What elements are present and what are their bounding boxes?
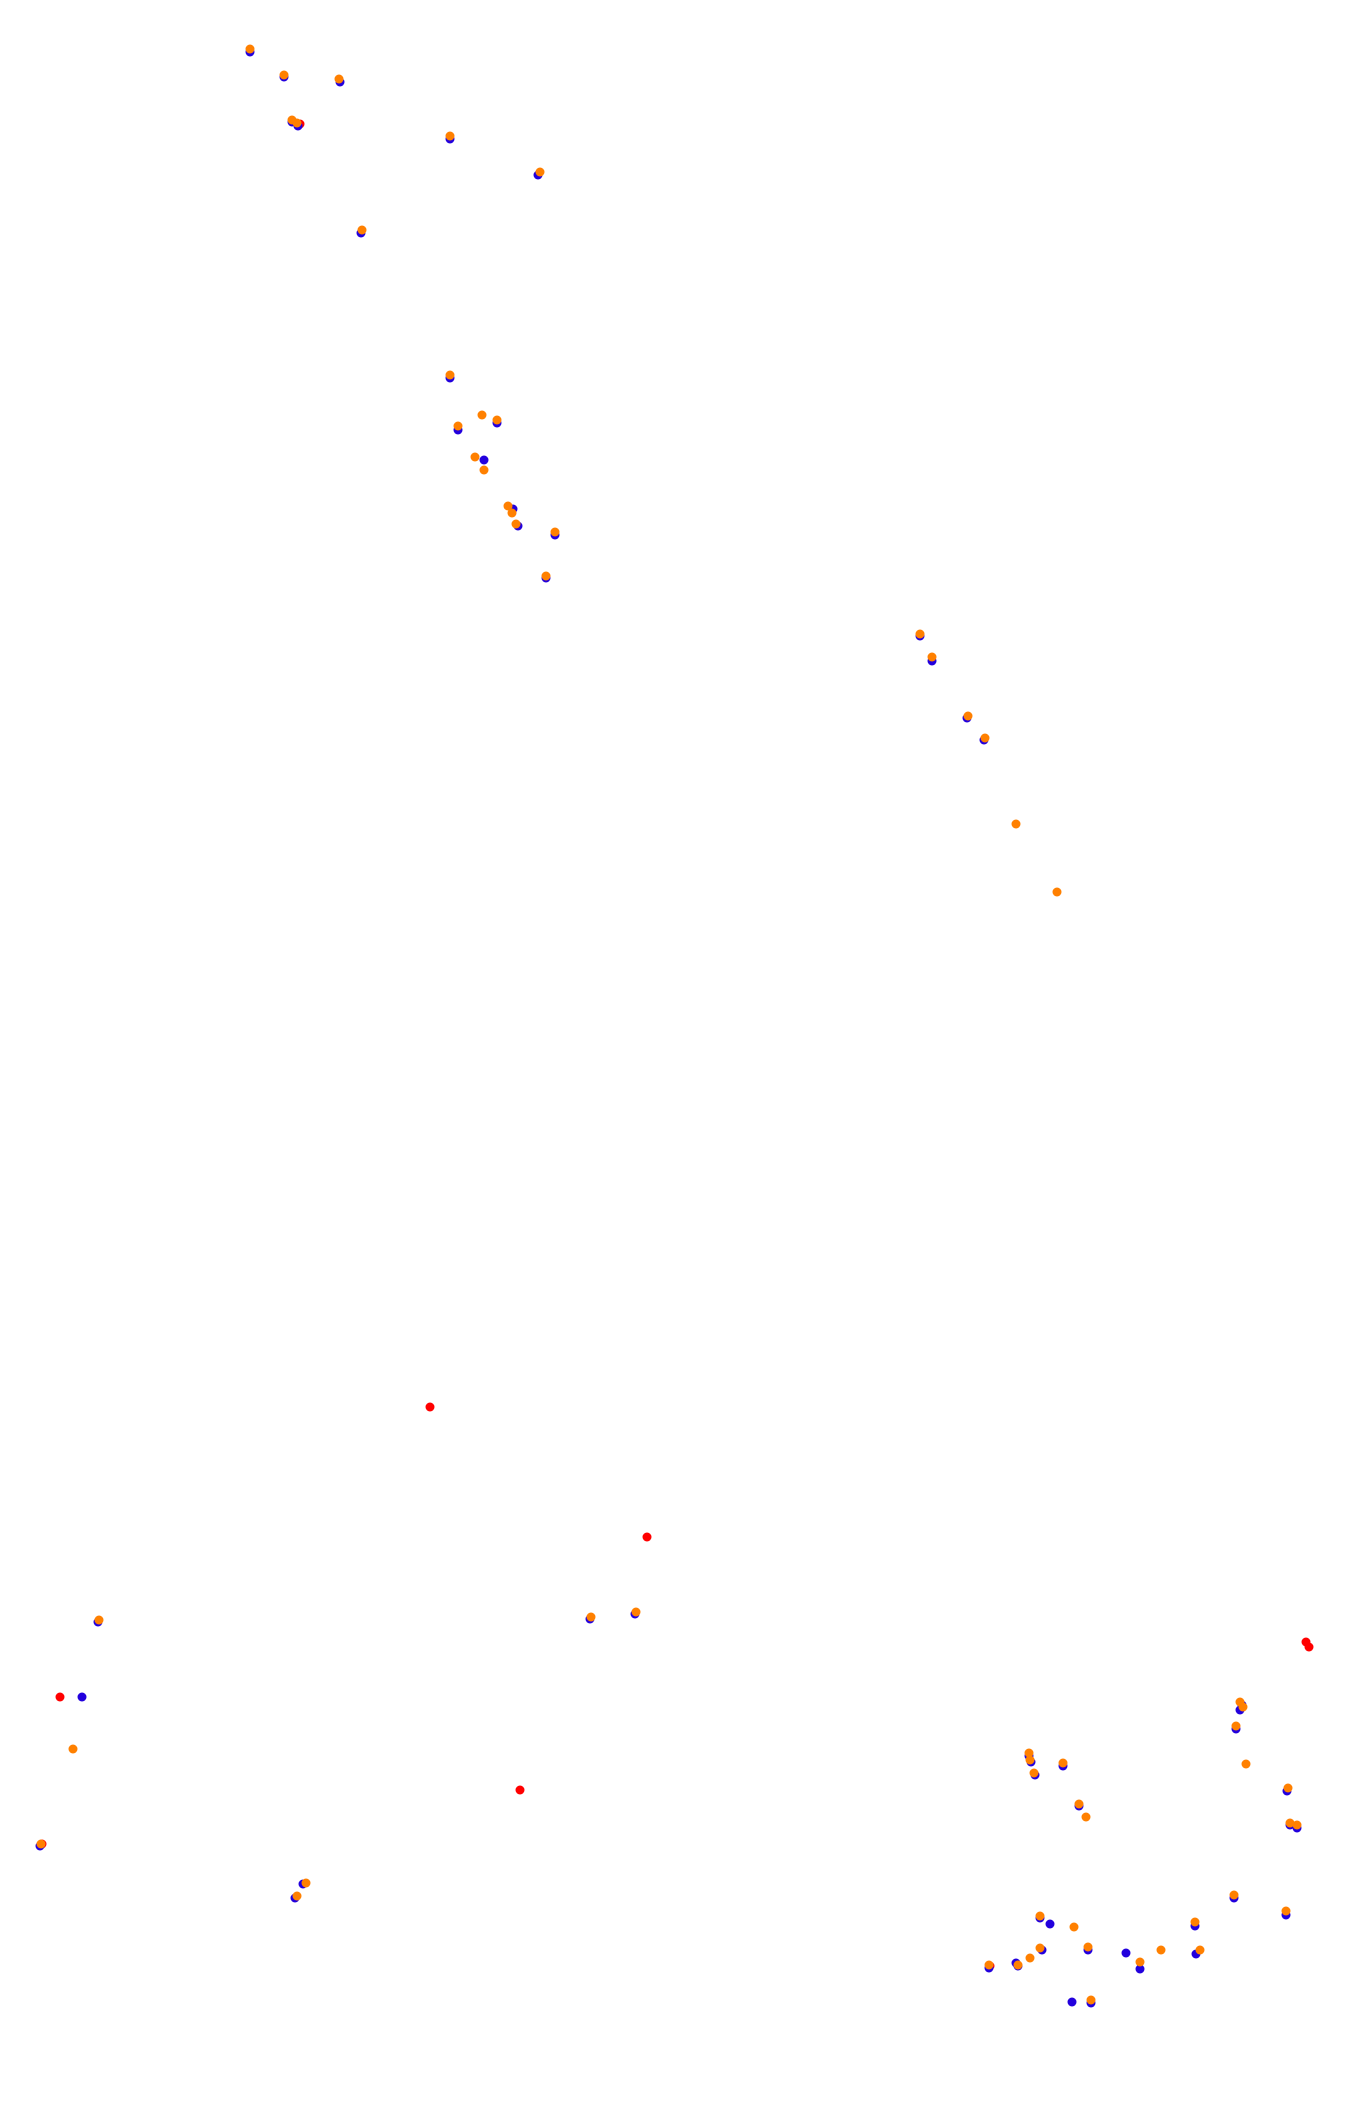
data-point-orange-46 xyxy=(1156,1945,1166,1955)
data-point-orange-36 xyxy=(1074,1799,1084,1809)
data-point-orange-42 xyxy=(1035,1943,1045,1953)
data-point-orange-5 xyxy=(445,131,455,141)
data-point-orange-28 xyxy=(586,1612,596,1622)
data-points-layer xyxy=(35,44,1314,2008)
data-point-orange-57 xyxy=(984,1960,994,1970)
data-point-blue-11 xyxy=(479,455,489,465)
data-point-orange-26 xyxy=(68,1744,78,1754)
data-point-orange-49 xyxy=(1229,1890,1239,1900)
data-point-orange-39 xyxy=(1069,1922,1079,1932)
data-point-orange-19 xyxy=(915,629,925,639)
data-point-orange-25 xyxy=(94,1615,104,1625)
data-point-orange-2 xyxy=(334,74,344,84)
data-point-blue-39 xyxy=(1121,1948,1131,1958)
data-point-orange-34 xyxy=(1029,1768,1039,1778)
data-point-orange-8 xyxy=(445,370,455,380)
data-point-orange-16 xyxy=(511,519,521,529)
data-point-orange-47 xyxy=(1195,1945,1205,1955)
data-point-orange-6 xyxy=(535,167,545,177)
data-point-orange-58 xyxy=(1281,1906,1291,1916)
data-point-orange-37 xyxy=(1081,1812,1091,1822)
data-point-orange-35 xyxy=(1058,1758,1068,1768)
data-point-orange-22 xyxy=(980,733,990,743)
data-point-blue-21 xyxy=(77,1692,87,1702)
data-point-orange-38 xyxy=(1035,1911,1045,1921)
data-point-orange-45 xyxy=(1086,1995,1096,2005)
data-point-blue-50 xyxy=(1067,1997,1077,2007)
data-point-orange-13 xyxy=(479,465,489,475)
series-orange xyxy=(36,44,1302,2005)
data-point-blue-37 xyxy=(1135,1964,1145,1974)
data-point-red-0 xyxy=(425,1402,435,1412)
data-point-orange-44 xyxy=(1135,1957,1145,1967)
data-point-orange-40 xyxy=(1025,1953,1035,1963)
data-point-red-6 xyxy=(1304,1642,1314,1652)
data-point-orange-53 xyxy=(1231,1721,1241,1731)
data-point-orange-27 xyxy=(36,1839,46,1849)
data-point-orange-11 xyxy=(492,415,502,425)
data-point-orange-4 xyxy=(292,118,302,128)
data-point-orange-0 xyxy=(245,44,255,54)
data-point-red-1 xyxy=(642,1532,652,1542)
data-point-blue-49 xyxy=(1045,1919,1055,1929)
data-point-orange-30 xyxy=(301,1878,311,1888)
data-point-orange-15 xyxy=(507,508,517,518)
data-point-orange-9 xyxy=(453,421,463,431)
data-point-orange-55 xyxy=(1285,1818,1295,1828)
data-point-orange-29 xyxy=(631,1607,641,1617)
data-point-orange-18 xyxy=(541,571,551,581)
data-point-orange-56 xyxy=(1292,1820,1302,1830)
data-point-orange-12 xyxy=(470,452,480,462)
data-point-orange-43 xyxy=(1083,1942,1093,1952)
data-point-orange-52 xyxy=(1238,1702,1248,1712)
data-point-orange-20 xyxy=(927,652,937,662)
data-point-orange-1 xyxy=(279,70,289,80)
data-point-orange-24 xyxy=(1052,887,1062,897)
data-point-orange-50 xyxy=(1241,1759,1251,1769)
data-point-orange-48 xyxy=(1190,1917,1200,1927)
data-point-orange-21 xyxy=(963,711,973,721)
data-point-orange-7 xyxy=(357,225,367,235)
data-point-orange-14 xyxy=(503,501,513,511)
data-point-orange-54 xyxy=(1283,1783,1293,1793)
data-point-orange-41 xyxy=(1013,1960,1023,1970)
data-point-orange-10 xyxy=(477,410,487,420)
data-point-orange-17 xyxy=(550,527,560,537)
data-point-orange-33 xyxy=(1025,1755,1035,1765)
data-point-red-4 xyxy=(515,1785,525,1795)
data-point-orange-23 xyxy=(1011,819,1021,829)
data-point-orange-31 xyxy=(292,1891,302,1901)
data-point-red-2 xyxy=(55,1692,65,1702)
data-point-orange-32 xyxy=(1024,1748,1034,1758)
